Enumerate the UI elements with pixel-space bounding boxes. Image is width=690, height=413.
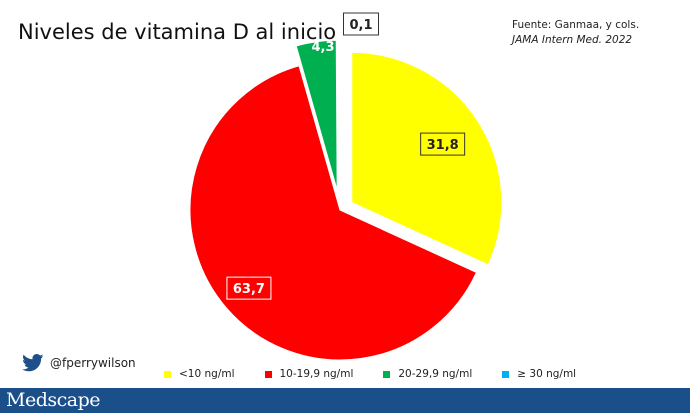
legend-swatch-20-29 — [383, 370, 391, 378]
data-label-box-10-19 — [226, 276, 272, 300]
legend-label-10-19: 10-19,9 ng/ml — [279, 368, 354, 380]
source-note: Fuente: Ganmaa, y cols. JAMA Intern Med.… — [512, 18, 639, 48]
data-label-box-lt10 — [420, 132, 466, 156]
legend-item-10-19: 10-19,9 ng/ml — [264, 368, 354, 380]
data-label-gte30: 0,1 — [349, 18, 372, 33]
data-label-box-gte30 — [343, 12, 379, 36]
medscape-logo[interactable]: Medscape — [6, 389, 101, 411]
data-label-lt10: 31,8 — [427, 138, 459, 153]
pie-slice-gte30 — [338, 29, 341, 181]
chart-title: Niveles de vitamina D al inicio — [18, 20, 337, 44]
legend-label-20-29: 20-29,9 ng/ml — [398, 368, 473, 380]
pie-slice-lt10 — [351, 51, 503, 266]
legend-swatch-gte30 — [502, 370, 510, 378]
source-line: Fuente: Ganmaa, y cols. — [512, 19, 640, 31]
pie-chart: 31,8 63,7 4,3 0,1 — [189, 12, 503, 361]
twitter-handle[interactable]: @fperrywilson — [50, 356, 136, 370]
legend-swatch-10-19 — [264, 370, 272, 378]
data-label-20-29: 4,3 — [311, 40, 334, 55]
legend-swatch-lt10 — [164, 370, 171, 378]
legend-label-lt10: <10 ng/ml — [179, 368, 235, 380]
twitter-bird-icon — [22, 354, 44, 372]
twitter-credit: @fperrywilson — [22, 354, 136, 372]
source-journal: JAMA Intern Med. 2022 — [512, 34, 633, 46]
pie-slice-20-29 — [295, 39, 338, 191]
legend-item-gte30: ≥ 30 ng/ml — [502, 368, 576, 380]
legend-item-20-29: 20-29,9 ng/ml — [383, 368, 472, 380]
legend-label-gte30: ≥ 30 ng/ml — [517, 368, 577, 380]
data-label-10-19: 63,7 — [233, 282, 265, 297]
chart-legend: <10 ng/ml 10-19,9 ng/ml 20-29,9 ng/ml ≥ … — [164, 368, 606, 380]
footer-bar: Medscape — [0, 388, 690, 413]
legend-item-lt10: <10 ng/ml — [164, 368, 235, 380]
